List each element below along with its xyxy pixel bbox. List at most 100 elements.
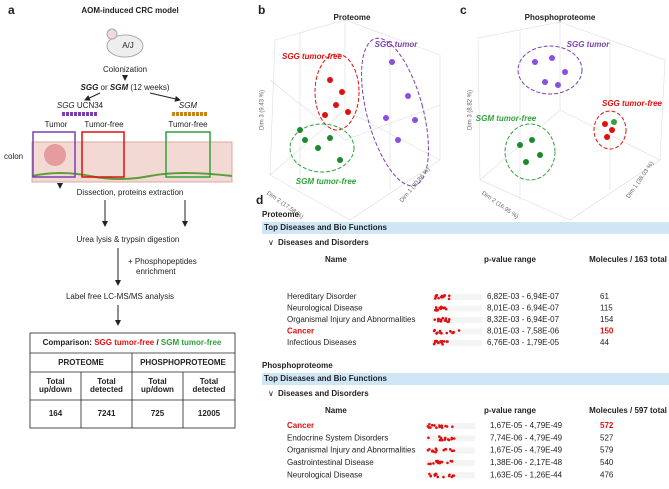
panel-b: b Proteome SGG tumor-free SGG tumor SGM …: [258, 3, 441, 221]
treatment: SGG or SGM (12 weeks): [81, 83, 170, 92]
dot: [427, 462, 430, 466]
step: Label free LC-MS/MS analysis: [66, 292, 174, 301]
dot: [450, 449, 454, 453]
dot: [444, 317, 448, 320]
title: Phosphoproteome: [525, 13, 596, 22]
subheading: Diseases and Disorders: [278, 389, 369, 398]
dot: [448, 448, 452, 451]
dot: [438, 424, 441, 427]
molecules: 527: [600, 433, 614, 442]
molecules: 540: [600, 458, 614, 467]
dot: [457, 329, 461, 332]
dot: [440, 341, 443, 344]
dot: [433, 328, 436, 332]
molecules: 572: [600, 421, 614, 430]
dot: [433, 424, 436, 427]
table-subheader: Total up/down: [141, 377, 174, 394]
row-name: Gastrointestinal Disease: [287, 458, 374, 467]
table-value: 7241: [98, 409, 116, 418]
organ: colon: [4, 152, 23, 161]
arrow: [149, 92, 181, 102]
molecules: 579: [600, 446, 614, 455]
dot: [447, 294, 451, 298]
dot: [433, 308, 437, 312]
dot: [436, 475, 440, 479]
title: AOM-induced CRC model: [81, 6, 178, 15]
tissue: Tumor-free: [84, 120, 124, 129]
subheader-line: Total: [46, 377, 65, 386]
dot: [447, 320, 451, 323]
dot: [432, 462, 435, 465]
row-name: Organismal Injury and Abnormalities: [287, 315, 416, 324]
dot-strip: [432, 317, 482, 323]
molecules: 44: [600, 338, 609, 347]
dot: [451, 425, 454, 429]
step: Dissection, proteins extraction: [77, 188, 184, 197]
p-range: 6,76E-03 - 1,79E-05: [487, 338, 560, 347]
tissue: Tumor-free: [168, 120, 208, 129]
dot: [451, 331, 454, 335]
dot: [439, 318, 443, 322]
table-header: PHOSPHOPROTEOME: [140, 358, 226, 367]
column-header: Molecules / 163 total: [589, 255, 667, 264]
dot: [438, 435, 441, 438]
dot: [444, 319, 448, 322]
table-subheader: Total detected: [90, 377, 123, 394]
dot: [436, 331, 439, 334]
group: SGM: [179, 101, 198, 110]
group-label: SGM tumor-free: [296, 177, 357, 186]
p-range: 1,38E-06 - 2,17E-48: [490, 458, 563, 467]
dot: [440, 438, 444, 442]
dot: [446, 438, 450, 441]
cluster: [361, 37, 429, 187]
dot: [434, 295, 438, 299]
dot: [440, 424, 444, 427]
dot: [433, 318, 437, 321]
dot: [442, 340, 446, 343]
dot-strip: [425, 435, 475, 442]
dot: [435, 460, 438, 464]
dot: [442, 448, 446, 452]
dot: [436, 308, 440, 312]
dot: [442, 306, 445, 310]
dot: [429, 462, 432, 466]
row-name: Endocrine System Disorders: [287, 433, 388, 442]
column-header: Molecules / 597 total: [589, 406, 667, 415]
points: [297, 59, 418, 163]
step: Colonization: [103, 65, 147, 74]
dot: [442, 475, 445, 479]
axis-label: Dim 3 (9.43 %): [260, 90, 266, 130]
dot: [432, 450, 435, 453]
p-range: 8,32E-03 - 6,94E-07: [487, 315, 560, 324]
dot-strip: [425, 423, 475, 429]
dot: [429, 426, 432, 429]
dot: [446, 461, 449, 465]
dot: [430, 423, 434, 427]
header-bar: [262, 373, 669, 385]
colon-muscle: [31, 172, 233, 180]
dot: [444, 307, 448, 311]
subheader-line: Total: [148, 377, 167, 386]
dot: [447, 317, 451, 321]
column-header: Name: [325, 406, 347, 415]
dot: [445, 331, 449, 335]
dot: [435, 339, 438, 343]
panel-label: b: [258, 3, 265, 17]
panel-d: d Proteome Top Diseases and Bio Functions…: [256, 193, 669, 479]
row-name: Infectious Diseases: [287, 338, 356, 347]
dot: [435, 448, 438, 452]
dot: [447, 297, 451, 301]
table-header: PROTEOME: [58, 358, 104, 367]
dot: [441, 295, 445, 299]
cluster: [289, 123, 355, 173]
panel-label: c: [460, 3, 467, 17]
subheading: Diseases and Disorders: [278, 238, 369, 247]
strain: A/J: [122, 41, 134, 50]
step: Urea lysis & trypsin digestion: [77, 235, 180, 244]
colon: [31, 141, 233, 183]
dot: [437, 318, 441, 321]
grid: [269, 19, 441, 221]
step: + Phosphopeptides: [128, 257, 197, 266]
dot: [445, 340, 448, 343]
dot: [439, 305, 443, 309]
